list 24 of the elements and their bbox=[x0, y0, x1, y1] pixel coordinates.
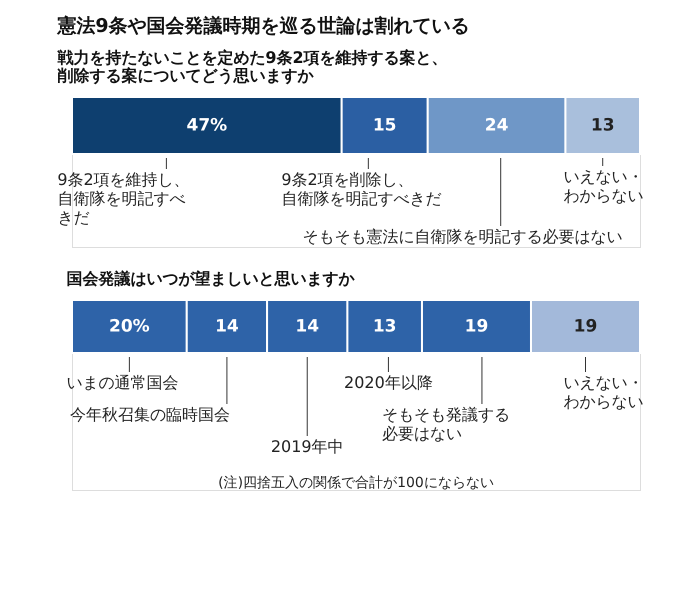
series-label: 9条2項を削除し、自衛隊を明記すべきだ bbox=[281, 170, 442, 208]
series-label: 2020年以降 bbox=[344, 373, 433, 392]
series-label: いまの通常国会 bbox=[66, 373, 178, 392]
series-label: 9条2項を維持し、自衛隊を明記すべきだ bbox=[57, 170, 190, 227]
data-label: 47% bbox=[186, 116, 228, 136]
data-label: 13 bbox=[590, 116, 615, 136]
data-label: 13 bbox=[372, 316, 397, 336]
data-label: 15 bbox=[372, 116, 397, 136]
data-label: 14 bbox=[215, 316, 239, 336]
data-label: 19 bbox=[464, 316, 488, 336]
data-label: 14 bbox=[295, 316, 320, 336]
series-label: いえない・わからない bbox=[564, 167, 644, 205]
text: そもそも憲法に自衛隊を明記する必要はない bbox=[302, 227, 623, 246]
data-label: 19 bbox=[574, 316, 598, 336]
text: (注)四捨五入の関係で合計が100にならない bbox=[218, 475, 494, 491]
text: 今年秋召集の臨時国会 bbox=[70, 405, 230, 424]
text: 2019年中 bbox=[270, 437, 344, 456]
series-label: いえない・わからない bbox=[563, 373, 644, 411]
text: そもそも発議する必要はない bbox=[382, 405, 510, 443]
chart-title: 国会発議はいつが望ましいと思いますか bbox=[66, 269, 356, 288]
data-label: 20% bbox=[109, 316, 150, 336]
chart-title: 憲法9条や国会発議時期を巡る世論は割れている bbox=[56, 15, 470, 37]
chart-subtitle: 戦力を持たないことを定めた9条2項を維持する案と、削除する案についてどう思いますか bbox=[56, 48, 448, 85]
data-label: 24 bbox=[484, 116, 509, 136]
